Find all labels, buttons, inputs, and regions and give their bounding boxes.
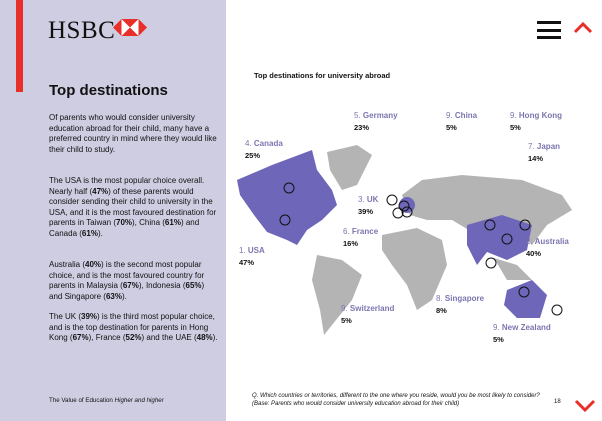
paragraph: Of parents who would consider university… — [49, 113, 219, 155]
text-run: ). — [97, 228, 103, 238]
highlight-stat: 48% — [196, 333, 213, 342]
destination-label: 9. Switzerland 5% — [341, 304, 394, 326]
hsbc-logo: HSBC — [48, 17, 116, 44]
previous-page-chevron-up-icon[interactable] — [573, 22, 593, 34]
destination-percent: 5% — [510, 123, 521, 132]
destination-percent: 23% — [354, 123, 370, 132]
world-map — [237, 145, 572, 335]
text-run: ), France ( — [88, 333, 126, 342]
destination-percent: 25% — [245, 151, 261, 160]
highlight-stat: 67% — [72, 333, 89, 342]
sidebar-panel: HSBC Top destinations Of parents who wou… — [0, 0, 226, 421]
chart-title: Top destinations for university abroad — [254, 71, 391, 80]
china-india-highlight — [467, 215, 532, 265]
destination-name: 5. Germany — [354, 111, 398, 120]
destination-name: 2. Australia — [526, 237, 569, 246]
footer-subtitle: Higher and higher — [114, 397, 164, 404]
highlight-stat: 70% — [116, 218, 133, 227]
destination-percent: 5% — [493, 335, 504, 344]
destination-label: 9. Hong Kong 5% — [510, 111, 562, 133]
text-run: ) and the UAE ( — [141, 333, 197, 342]
highlight-stat: 39% — [81, 312, 98, 321]
highlight-stat: 47% — [92, 186, 109, 196]
page-title: Top destinations — [49, 82, 168, 99]
menu-button[interactable] — [537, 21, 561, 39]
destination-label: 5. Germany 23% — [354, 111, 398, 133]
destination-label: 6. France 16% — [343, 227, 378, 249]
publication-footer: The Value of Education Higher and higher — [49, 397, 164, 404]
text-run: Australia ( — [49, 260, 86, 269]
text-run: ) is the second most popular choice, and… — [49, 260, 205, 290]
destination-label: 2. Australia 40% — [526, 237, 569, 259]
accent-bar — [16, 0, 23, 92]
australia-highlight — [504, 280, 547, 318]
destination-percent: 5% — [446, 123, 457, 132]
destination-name: 1. USA — [239, 246, 265, 255]
text-run: ). — [121, 291, 127, 301]
page-number: 18 — [554, 399, 561, 405]
south-america — [312, 255, 362, 335]
text-run: Of parents who would consider university… — [49, 113, 217, 154]
paragraph: Australia (40%) is the second most popul… — [49, 260, 219, 302]
destination-name: 3. UK — [358, 195, 379, 204]
destination-percent: 8% — [436, 306, 447, 315]
destination-percent: 16% — [343, 239, 359, 248]
destination-percent: 47% — [239, 258, 255, 267]
destination-name: 9. Hong Kong — [510, 111, 563, 120]
africa — [382, 228, 447, 310]
north-america-highlight — [237, 150, 337, 245]
destination-percent: 14% — [528, 154, 544, 163]
paragraph: The UK (39%) is the third most popular c… — [49, 312, 219, 344]
highlight-stat: 61% — [81, 228, 98, 238]
highlight-stat: 52% — [125, 333, 142, 342]
text-run: The UK ( — [49, 312, 82, 321]
text-run: ). — [212, 333, 218, 342]
text-run: ) is the third most popular choice, and … — [49, 312, 215, 342]
se-asia — [494, 258, 532, 280]
destination-percent: 39% — [358, 207, 374, 216]
highlight-stat: 61% — [164, 218, 181, 227]
footer-title: The Value of Education — [49, 397, 113, 404]
destination-percent: 40% — [526, 249, 542, 258]
destination-label: 7. Japan 14% — [528, 142, 560, 164]
survey-question-footnote: Q. Which countries or territories, diffe… — [252, 393, 540, 407]
destination-name: 9. China — [446, 111, 478, 120]
destination-label: 1. USA 47% — [239, 246, 265, 268]
highlight-stat: 63% — [105, 291, 122, 301]
destination-name: 6. France — [343, 227, 379, 236]
text-run: ), China ( — [132, 218, 165, 227]
next-page-chevron-down-icon[interactable] — [574, 399, 596, 412]
text-run: The USA is the most popular choice overa… — [49, 176, 205, 196]
destination-label: 3. UK 39% — [358, 195, 378, 217]
paragraph: The USA is the most popular choice overa… — [49, 176, 219, 239]
destination-label: 9. New Zealand 5% — [493, 323, 551, 345]
highlight-stat: 65% — [185, 281, 202, 290]
destination-name: 9. New Zealand — [493, 323, 551, 332]
destination-label: 8. Singapore 8% — [436, 294, 484, 316]
text-run: ), Indonesia ( — [138, 281, 186, 290]
text-run: ) of these parents would consider sendin… — [49, 186, 217, 228]
destination-name: 4. Canada — [245, 139, 283, 148]
highlight-stat: 67% — [122, 281, 139, 290]
destination-label: 9. China 5% — [446, 111, 477, 133]
destination-percent: 5% — [341, 316, 352, 325]
hsbc-hexagon-icon — [113, 19, 147, 36]
text-run: ) and Singapore ( — [49, 281, 205, 301]
destination-name: 7. Japan — [528, 142, 561, 151]
highlight-stat: 40% — [85, 260, 102, 269]
destination-label: 4. Canada 25% — [245, 139, 283, 161]
destination-name: 9. Switzerland — [341, 304, 395, 313]
greenland — [327, 145, 372, 190]
destination-name: 8. Singapore — [436, 294, 485, 303]
text-run: ) and Canada ( — [49, 218, 200, 238]
